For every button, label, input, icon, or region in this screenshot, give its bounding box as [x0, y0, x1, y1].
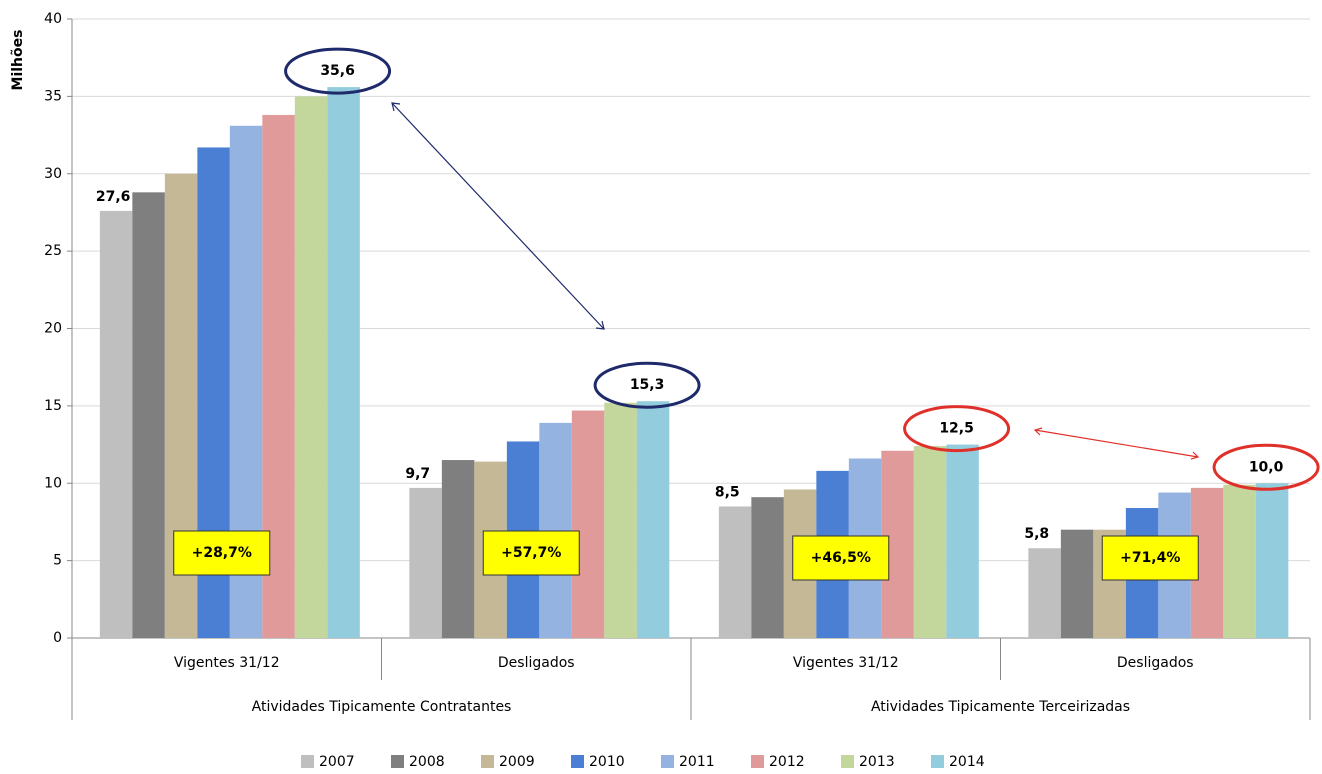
- y-tick-label: 15: [44, 398, 62, 414]
- x-tick-label: Vigentes 31/12: [793, 655, 899, 671]
- y-tick-label: 20: [44, 321, 62, 337]
- data-label: 15,3: [630, 377, 665, 393]
- y-tick-label: 10: [44, 475, 62, 491]
- annotation: +57,7%: [501, 545, 561, 561]
- y-tick-label: 25: [44, 243, 62, 259]
- data-label: 5,8: [1024, 526, 1049, 542]
- legend-swatch: [661, 755, 674, 768]
- highlight-circle: [284, 47, 392, 95]
- bar: [571, 410, 605, 638]
- y-tick-label: 35: [44, 88, 62, 104]
- x-tick-label: Vigentes 31/12: [174, 655, 280, 671]
- bar: [409, 487, 442, 638]
- annotation: +71,4%: [1120, 550, 1180, 566]
- highlight-circle: [1212, 443, 1320, 491]
- arrow-head: [1190, 451, 1200, 460]
- y-tick-label: 5: [53, 553, 62, 569]
- bar: [636, 401, 670, 638]
- bar: [294, 96, 328, 638]
- bar: [441, 460, 475, 638]
- arrow-head: [1033, 427, 1043, 436]
- bar: [751, 497, 784, 638]
- data-label: 35,6: [320, 63, 355, 79]
- x-tick-label: Desligados: [1117, 655, 1194, 671]
- data-label: 8,5: [715, 484, 740, 500]
- arrow: [1034, 429, 1199, 458]
- annotation: +46,5%: [811, 550, 871, 566]
- group-label: Atividades Tipicamente Terceirizadas: [871, 699, 1130, 715]
- annotation-box: [482, 530, 580, 576]
- x-tick-label: Desligados: [498, 655, 575, 671]
- legend-swatch: [841, 755, 854, 768]
- bar: [539, 422, 572, 638]
- annotation-box: [792, 535, 890, 581]
- legend-label: 2008: [409, 754, 445, 770]
- bar: [99, 210, 133, 638]
- data-label: 27,6: [96, 189, 131, 205]
- plot: 0 5 10 15 20 25 30 35 40 Vigentes 31/12 Desligados…: [44, 11, 1320, 770]
- legend-swatch: [301, 755, 314, 768]
- bar: [946, 444, 979, 638]
- y-tick-label: 30: [44, 166, 62, 182]
- annotation-box: [1101, 535, 1199, 581]
- arrow-head: [391, 102, 401, 112]
- legend-label: 2010: [589, 754, 625, 770]
- legend-label: 2011: [679, 754, 715, 770]
- legend-label: 2013: [859, 754, 895, 770]
- y-tick-label: 0: [53, 630, 62, 646]
- arrow-head: [595, 320, 605, 330]
- bar: [327, 87, 360, 639]
- legend-label: 2009: [499, 754, 535, 770]
- y-tick-label: 40: [44, 11, 62, 27]
- data-label: 9,7: [405, 466, 430, 482]
- legend-swatch: [391, 755, 404, 768]
- highlight-circle: [593, 361, 701, 409]
- bar: [604, 402, 637, 638]
- legend-swatch: [481, 755, 494, 768]
- group-label: Atividades Tipicamente Contratantes: [252, 699, 512, 715]
- legend-swatch: [571, 755, 584, 768]
- data-label: 10,0: [1249, 459, 1284, 475]
- bar: [1060, 529, 1094, 638]
- legend-label: 2012: [769, 754, 805, 770]
- bar: [1028, 548, 1061, 638]
- annotation: +28,7%: [192, 545, 252, 561]
- bar: [913, 446, 947, 638]
- bar: [132, 192, 165, 638]
- bar: [1255, 483, 1289, 638]
- legend-label: 2007: [319, 754, 355, 770]
- bar: [1223, 484, 1256, 638]
- legend-swatch: [751, 755, 764, 768]
- bar: [718, 506, 752, 638]
- arrow: [391, 102, 605, 330]
- legend-swatch: [931, 755, 944, 768]
- data-label: 12,5: [939, 421, 974, 437]
- annotation-box: [173, 530, 271, 576]
- highlight-circle: [903, 405, 1011, 453]
- legend-label: 2014: [949, 754, 985, 770]
- y-axis-label: Milhões: [10, 30, 26, 91]
